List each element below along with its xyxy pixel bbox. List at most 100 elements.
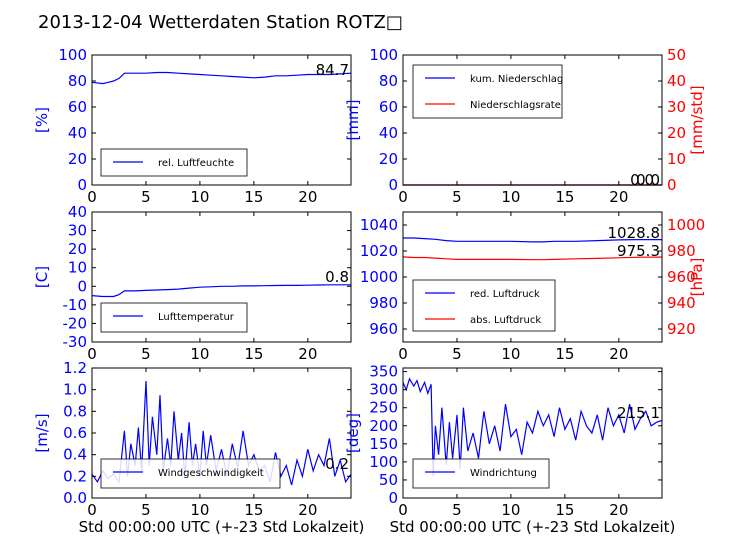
y-tick-label: 100 <box>369 453 398 471</box>
current-value-label: 215.1 <box>617 404 660 422</box>
x-tick-label: 20 <box>298 188 317 206</box>
current-value-label: 0.0 <box>630 171 654 189</box>
legend: kum. Niederschlag Niederschlagsrate <box>412 64 563 119</box>
legend: Windrichtung <box>412 458 550 489</box>
y-right-tick-label: 980 <box>667 242 696 260</box>
x-tick-label: 0 <box>87 501 97 519</box>
legend-label: red. Luftdruck <box>470 289 540 300</box>
y-axis-label: [deg] <box>344 413 362 453</box>
y-right-tick-label: 50 <box>667 46 686 64</box>
series-line-pressure-0 <box>403 237 662 243</box>
x-tick-label: 15 <box>244 188 263 206</box>
y-tick-label: 0 <box>388 176 398 194</box>
x-tick-label: 15 <box>244 501 263 519</box>
current-value-label: 0.8 <box>325 268 349 286</box>
x-tick-label: 5 <box>141 345 151 363</box>
y-axis-label: [C] <box>33 266 51 288</box>
y-tick-label: 0.2 <box>63 467 87 485</box>
x-axis-label: Std 00:00:00 UTC (+-23 Std Lokalzeit) <box>79 518 365 536</box>
legend-label: Lufttemperatur <box>158 312 235 323</box>
current-value-label: 0.0 <box>636 171 660 189</box>
legend-box <box>100 302 248 333</box>
current-value-label: 975.3 <box>617 242 660 260</box>
y-right-tick-label: 10 <box>667 150 686 168</box>
series-line-wind-0 <box>91 380 352 486</box>
y-tick-label: 1.2 <box>63 359 87 377</box>
y-tick-label: 50 <box>379 471 398 489</box>
y-right-tick-label: 30 <box>667 98 686 116</box>
x-tick-label: 15 <box>555 188 574 206</box>
y-tick-label: 0.8 <box>63 402 87 420</box>
axes-frame <box>91 54 352 186</box>
y-tick-label: 80 <box>68 72 87 90</box>
legend-box <box>412 64 563 119</box>
y-right-axis-label: [mm/std] <box>688 85 706 154</box>
y-tick-label: 100 <box>369 46 398 64</box>
y-tick-label: 1040 <box>360 216 398 234</box>
y-tick-label: 300 <box>369 381 398 399</box>
y-tick-label: -20 <box>63 314 88 332</box>
y-tick-label: 100 <box>58 46 87 64</box>
x-tick-label: 10 <box>501 345 520 363</box>
x-tick-label: 15 <box>244 345 263 363</box>
x-tick-label: 20 <box>609 501 628 519</box>
legend: Lufttemperatur <box>100 302 248 333</box>
series-line-temperature-0 <box>91 284 351 298</box>
y-tick-label: 1.0 <box>63 381 87 399</box>
legend: rel. Luftfeuchte <box>100 148 248 177</box>
y-tick-label: 0.6 <box>63 424 87 442</box>
x-tick-label: 5 <box>141 501 151 519</box>
y-tick-label: 350 <box>369 363 398 381</box>
y-axis-label: [m/s] <box>33 413 51 452</box>
axes-frame <box>402 367 663 499</box>
x-tick-label: 5 <box>452 345 462 363</box>
axes-frame <box>91 211 352 343</box>
y-tick-label: 1000 <box>360 268 398 286</box>
y-right-tick-label: 920 <box>667 320 696 338</box>
legend: Windgeschwindigkeit <box>100 458 281 489</box>
axes-frame <box>402 54 663 186</box>
y-tick-label: 40 <box>379 124 398 142</box>
x-tick-label: 20 <box>609 345 628 363</box>
x-tick-label: 5 <box>452 188 462 206</box>
y-axis-label: [%] <box>33 107 51 133</box>
y-right-axis-label: [hPa] <box>688 258 706 297</box>
y-tick-label: 0.4 <box>63 446 87 464</box>
x-tick-label: 5 <box>452 501 462 519</box>
x-tick-label: 0 <box>398 501 408 519</box>
y-right-tick-label: 960 <box>667 268 696 286</box>
legend-label: kum. Niederschlag <box>470 74 563 85</box>
x-tick-label: 10 <box>190 188 209 206</box>
y-tick-label: -30 <box>63 333 88 351</box>
y-tick-label: 0.0 <box>63 489 87 507</box>
y-tick-label: 0 <box>77 277 87 295</box>
x-tick-label: 15 <box>555 501 574 519</box>
y-tick-label: 10 <box>68 259 87 277</box>
y-tick-label: -10 <box>63 296 88 314</box>
y-right-tick-label: 1000 <box>667 216 705 234</box>
y-axis-label: [mm] <box>344 100 362 141</box>
x-tick-label: 10 <box>501 501 520 519</box>
y-tick-label: 80 <box>379 72 398 90</box>
y-tick-label: 30 <box>68 222 87 240</box>
y-tick-label: 1020 <box>360 242 398 260</box>
x-tick-label: 0 <box>87 345 97 363</box>
x-tick-label: 10 <box>190 345 209 363</box>
x-axis-label: Std 00:00:00 UTC (+-23 Std Lokalzeit) <box>390 518 676 536</box>
x-tick-label: 10 <box>501 188 520 206</box>
figure-title: 2013-12-04 Wetterdaten Station ROTZ□ <box>38 12 403 33</box>
y-tick-label: 960 <box>369 320 398 338</box>
x-tick-label: 20 <box>298 501 317 519</box>
y-tick-label: 980 <box>369 294 398 312</box>
current-value-label: 0.2 <box>325 455 349 473</box>
x-tick-label: 0 <box>87 188 97 206</box>
y-tick-label: 150 <box>369 435 398 453</box>
y-right-tick-label: 0 <box>667 176 677 194</box>
x-tick-label: 10 <box>190 501 209 519</box>
y-tick-label: 40 <box>68 203 87 221</box>
y-tick-label: 40 <box>68 124 87 142</box>
y-tick-label: 0 <box>388 489 398 507</box>
panel-humidity: 0 5 10 15 20 0 20 40 60 80 100 [%] rel. Luftfeuchte 8… <box>33 46 352 206</box>
